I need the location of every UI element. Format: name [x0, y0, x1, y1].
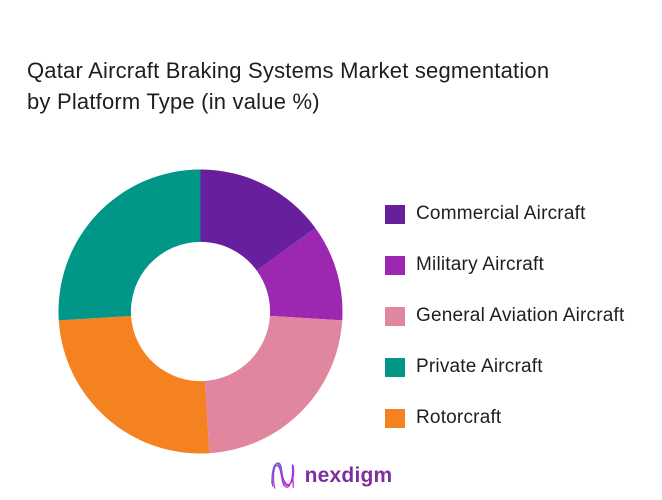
donut-chart-svg	[58, 169, 343, 454]
donut-slice-rotorcraft	[58, 315, 210, 454]
legend-item-general-aviation-aircraft: General Aviation Aircraft	[385, 305, 624, 327]
chart-title: Qatar Aircraft Braking Systems Market se…	[27, 55, 647, 117]
legend-swatch	[385, 357, 405, 377]
donut-slice-general-aviation-aircraft	[204, 315, 343, 454]
legend-label: Private Aircraft	[416, 356, 543, 377]
donut-slice-commercial-aircraft	[200, 169, 316, 271]
legend-item-commercial-aircraft: Commercial Aircraft	[385, 203, 624, 225]
legend-swatch	[385, 408, 405, 428]
legend-item-private-aircraft: Private Aircraft	[385, 356, 624, 378]
legend-swatch	[385, 204, 405, 224]
legend-label: Rotorcraft	[416, 407, 502, 428]
chart-title-line2: by Platform Type (in value %)	[27, 89, 320, 114]
donut-chart	[58, 169, 343, 454]
nexdigm-logo-icon	[270, 462, 295, 489]
legend-swatch	[385, 306, 405, 326]
legend-item-military-aircraft: Military Aircraft	[385, 254, 624, 276]
legend-item-rotorcraft: Rotorcraft	[385, 407, 624, 429]
nexdigm-logo: nexdigm	[0, 458, 662, 494]
chart-legend: Commercial Aircraft Military Aircraft Gene…	[385, 203, 624, 429]
legend-swatch	[385, 255, 405, 275]
donut-slice-military-aircraft	[256, 228, 343, 321]
legend-label: General Aviation Aircraft	[416, 305, 625, 326]
nexdigm-logo-text: nexdigm	[304, 464, 393, 487]
donut-slice-private-aircraft	[58, 169, 201, 321]
legend-label: Military Aircraft	[416, 254, 544, 275]
chart-title-line1: Qatar Aircraft Braking Systems Market se…	[27, 58, 550, 83]
legend-label: Commercial Aircraft	[416, 203, 586, 224]
